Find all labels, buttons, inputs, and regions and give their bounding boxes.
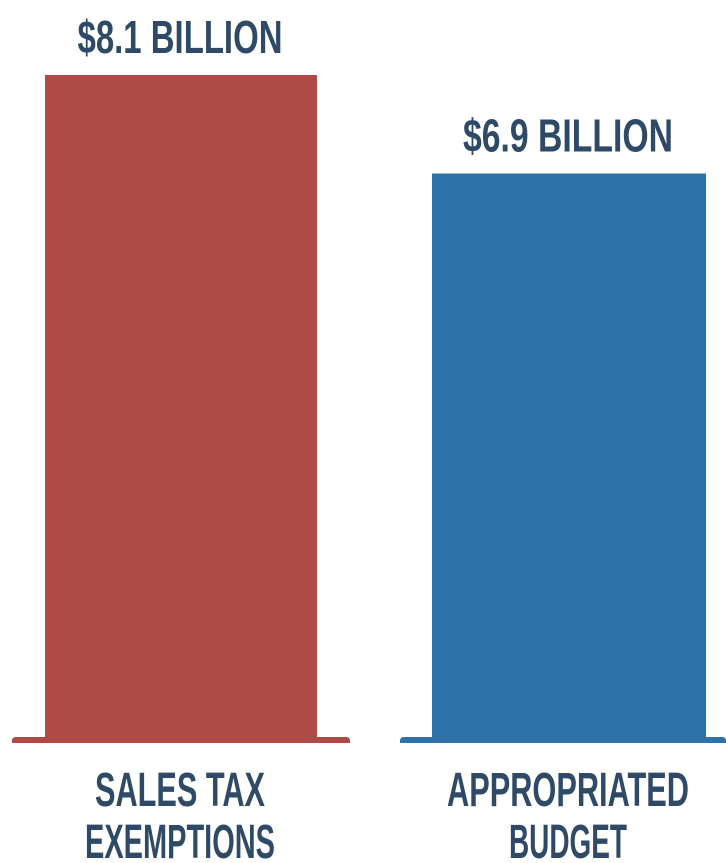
bar-base-appropriated-budget xyxy=(400,737,726,743)
value-label-appropriated-budget: $6.9 BILLION xyxy=(463,110,673,162)
value-label-sales-tax-exemptions: $8.1 BILLION xyxy=(78,11,283,63)
bar-base-sales-tax-exemptions xyxy=(12,737,350,743)
category-label-sales-tax-exemptions-line-1: SALES TAX xyxy=(95,764,265,817)
bars-layer xyxy=(12,75,726,743)
category-label-appropriated-budget-line-2: BUDGET xyxy=(509,816,627,863)
bar-sales-tax-exemptions xyxy=(45,75,317,740)
bar-appropriated-budget xyxy=(432,173,706,740)
category-label-sales-tax-exemptions-line-2: EXEMPTIONS xyxy=(85,816,275,863)
category-label-appropriated-budget-line-1: APPROPRIATED xyxy=(447,764,689,817)
